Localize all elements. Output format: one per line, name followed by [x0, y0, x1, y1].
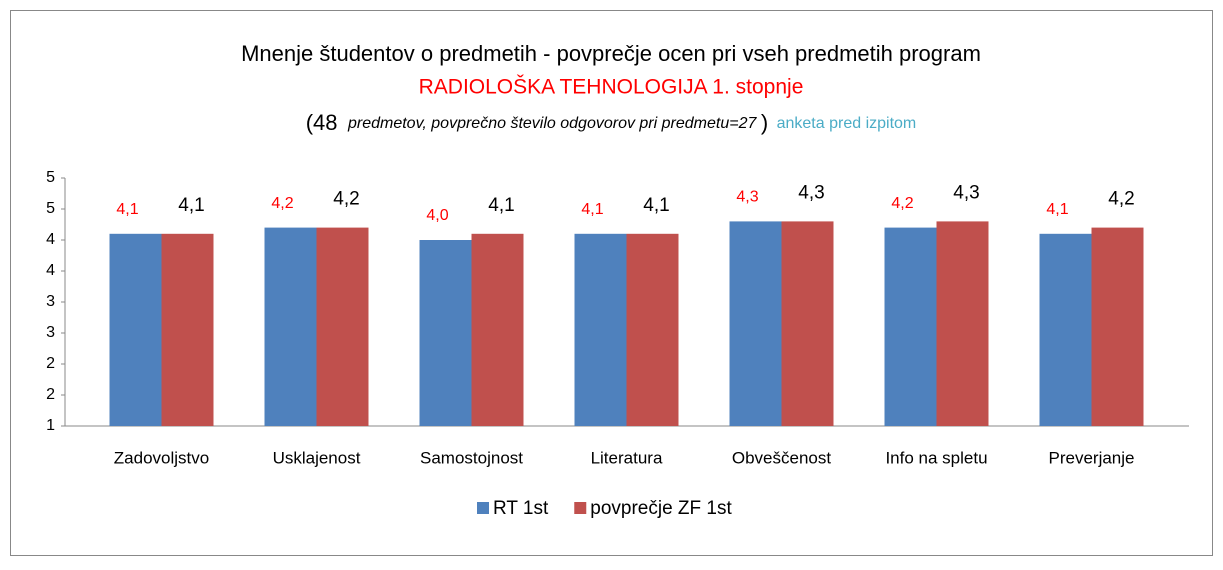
data-label: 4,3 [736, 189, 758, 206]
bar [574, 233, 627, 426]
data-label: 4,1 [178, 195, 204, 216]
chart-title: Mnenje študentov o predmetih - povprečje… [241, 41, 981, 66]
x-tick-label: Zadovoljstvo [114, 448, 209, 467]
bar [936, 221, 989, 426]
x-tick-label: Obveščenost [732, 448, 831, 467]
y-tick-label: 4 [46, 262, 55, 279]
bar [419, 240, 472, 426]
note-part: predmetov, povprečno število odgovorov p… [347, 115, 757, 132]
data-label: 4,2 [891, 195, 913, 212]
data-label: 4,2 [1108, 189, 1134, 210]
data-label: 4,1 [643, 195, 669, 216]
y-tick-label: 3 [46, 324, 55, 341]
chart-note: (48 predmetov, povprečno število odgovor… [306, 110, 917, 135]
data-label: 4,3 [953, 182, 979, 203]
data-label: 4,2 [333, 189, 359, 210]
bar [1091, 227, 1144, 426]
bar [884, 227, 937, 426]
legend-label: RT 1st [493, 498, 549, 519]
y-tick-label: 4 [46, 231, 55, 248]
bar [729, 221, 782, 426]
data-label: 4,1 [1046, 201, 1068, 218]
bar [161, 233, 214, 426]
x-tick-label: Preverjanje [1049, 448, 1135, 467]
legend-swatch [574, 502, 587, 514]
note-part: ) [761, 110, 768, 135]
y-tick-label: 5 [46, 169, 55, 186]
x-tick-label: Usklajenost [273, 448, 361, 467]
y-tick-label: 2 [46, 386, 55, 403]
x-tick-label: Literatura [591, 448, 663, 467]
x-tick-label: Samostojnost [420, 448, 523, 467]
data-label: 4,1 [116, 201, 138, 218]
legend-swatch [477, 502, 489, 514]
data-label: 4,1 [581, 201, 603, 218]
bar [109, 233, 162, 426]
note-part: (48 [306, 110, 338, 135]
y-tick-label: 3 [46, 293, 55, 310]
data-label: 4,1 [488, 195, 514, 216]
note-part: anketa pred izpitom [777, 115, 917, 132]
y-tick-label: 2 [46, 355, 55, 372]
bar [471, 233, 524, 426]
y-tick-label: 1 [46, 417, 55, 434]
y-tick-label: 5 [46, 200, 55, 217]
bar [1039, 233, 1092, 426]
legend-label: povprečje ZF 1st [590, 498, 732, 519]
bar [626, 233, 679, 426]
data-label: 4,2 [271, 195, 293, 212]
bar [316, 227, 369, 426]
x-tick-label: Info na spletu [885, 448, 987, 467]
data-label: 4,3 [798, 182, 824, 203]
bar [264, 227, 317, 426]
data-label: 4,0 [426, 207, 448, 224]
chart-subtitle: RADIOLOŠKA TEHNOLOGIJA 1. stopnje [419, 76, 804, 99]
bar [781, 221, 834, 426]
